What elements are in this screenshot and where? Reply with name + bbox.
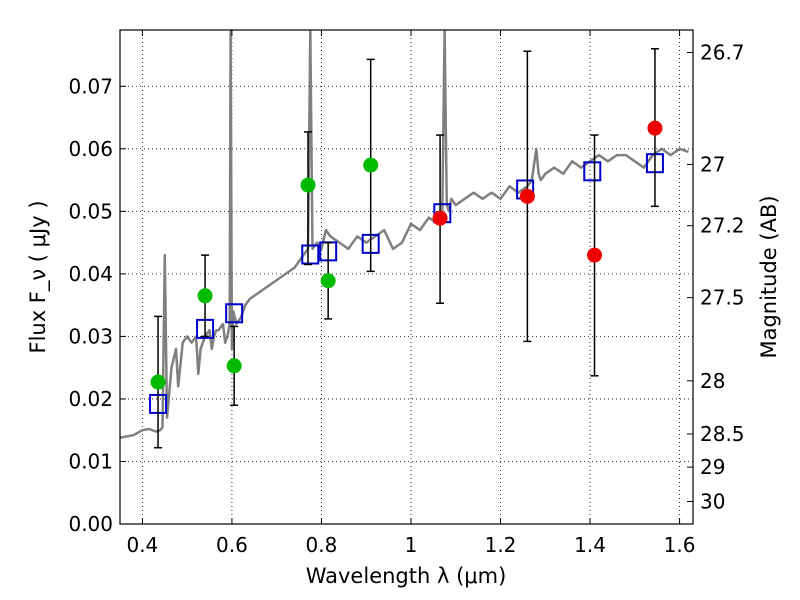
right-tick-label: 30	[700, 489, 725, 513]
x-tick-label: 0.6	[216, 533, 248, 557]
observed-red-point	[432, 210, 448, 226]
right-axis-title: Magnitude (AB)	[757, 195, 781, 358]
x-tick-label: 1	[405, 533, 418, 557]
right-tick-label: 27.5	[700, 286, 745, 310]
observed-green-point	[320, 273, 336, 289]
right-tick-label: 27	[700, 152, 725, 176]
model-photometry-point	[583, 161, 602, 182]
observed-green-point	[150, 374, 166, 390]
y-axis-title: Flux F_ν ( μJy )	[26, 200, 51, 353]
observed-red-point	[519, 188, 535, 204]
right-tick-label: 29	[700, 455, 725, 479]
x-tick-label: 0.8	[306, 533, 338, 557]
x-axis-title: Wavelength λ (μm)	[306, 564, 507, 588]
observed-green-point	[300, 177, 316, 193]
model-spectrum-line	[120, 30, 689, 439]
y-tick-label: 0.03	[68, 324, 113, 348]
axis-labels: Wavelength λ (μm) Flux F_ν ( μJy ) Magni…	[26, 195, 781, 588]
observed-green-point	[363, 157, 379, 173]
x-tick-label: 1.6	[664, 533, 696, 557]
x-tick-label: 1.2	[485, 533, 517, 557]
plot-frame	[119, 29, 694, 525]
y-tick-label: 0.02	[68, 387, 113, 411]
x-tick-label: 0.4	[126, 533, 158, 557]
y-tick-label: 0.01	[68, 449, 113, 473]
observed-green-point	[226, 358, 242, 374]
y-tick-label: 0.05	[68, 199, 113, 223]
x-tick-label: 1.4	[574, 533, 606, 557]
right-tick-label: 28.5	[700, 422, 745, 446]
observed-red-point	[647, 120, 663, 136]
model-photometry-point	[301, 244, 320, 265]
right-tick-label: 28	[700, 369, 725, 393]
model-photometry-point	[225, 303, 244, 324]
y-tick-label: 0.00	[68, 512, 113, 536]
right-tick-label: 26.7	[700, 41, 745, 65]
right-tick-label: 27.2	[700, 214, 745, 238]
y-tick-label: 0.07	[68, 74, 113, 98]
y-tick-label: 0.06	[68, 137, 113, 161]
observed-red-point	[587, 247, 603, 263]
plot-area	[120, 30, 689, 449]
observed-green-point	[197, 288, 213, 304]
y-tick-label: 0.04	[68, 262, 113, 286]
axes: 0.4 0.6 0.8 1 1.2 1.4 1.6 0.00 0.01 0.02 0.03 0.04 0…	[68, 29, 745, 557]
plot-background	[120, 30, 693, 524]
